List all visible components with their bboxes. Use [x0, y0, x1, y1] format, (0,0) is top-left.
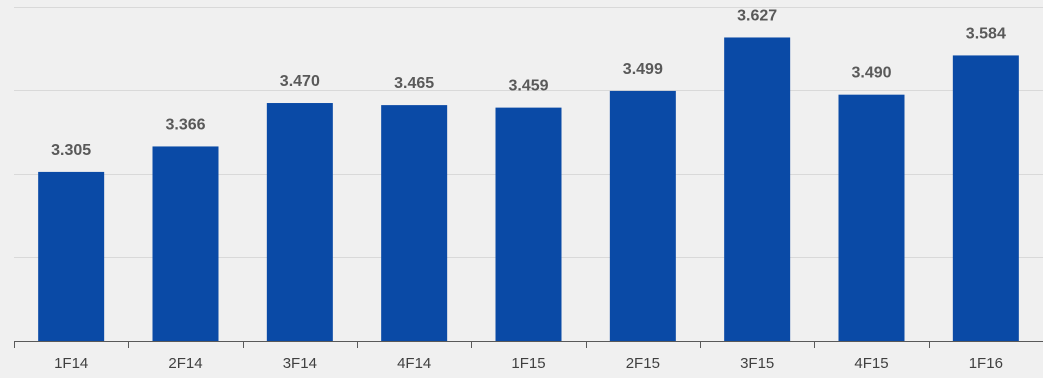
x-tick-label-1f16: 1F16	[969, 355, 1003, 372]
value-label-3f14: 3.470	[280, 73, 320, 90]
bar-1f14	[38, 171, 105, 341]
bar-4f15	[838, 94, 905, 341]
x-tick-label-2f15: 2F15	[626, 355, 660, 372]
value-label-4f15: 3.490	[851, 65, 891, 82]
value-label-1f15: 3.459	[508, 78, 548, 95]
value-label-2f14: 3.366	[165, 116, 205, 133]
x-tick-label-3f15: 3F15	[740, 355, 774, 372]
x-tick-label-1f14: 1F14	[54, 355, 88, 372]
value-label-1f14: 3.305	[51, 142, 91, 159]
value-label-3f15: 3.627	[737, 7, 777, 24]
x-tick-label-1f15: 1F15	[511, 355, 545, 372]
value-label-4f14: 3.465	[394, 75, 434, 92]
bar-1f16	[952, 55, 1019, 342]
x-axis: 1F14 2F14 3F14 4F14 1F15 2F15 3F15 4F15 1F16	[14, 341, 1043, 372]
bar-2f14	[152, 146, 219, 341]
value-label-2f15: 3.499	[623, 61, 663, 78]
value-label-1f16: 3.584	[966, 25, 1006, 42]
bar-4f14	[381, 105, 448, 341]
x-tick-label-2f14: 2F14	[168, 355, 202, 372]
bar-1f15	[495, 107, 562, 342]
value-labels: 3.305 3.366 3.470 3.465 3.459 3.499 3.627 3.490…	[51, 7, 1006, 158]
x-tick-label-4f14: 4F14	[397, 355, 431, 372]
bars	[38, 37, 1019, 342]
bar-3f15	[724, 37, 791, 341]
bar-2f15	[609, 90, 676, 341]
x-tick-label-3f14: 3F14	[283, 355, 317, 372]
x-tick-label-4f15: 4F15	[854, 355, 888, 372]
bar-3f14	[266, 103, 333, 342]
